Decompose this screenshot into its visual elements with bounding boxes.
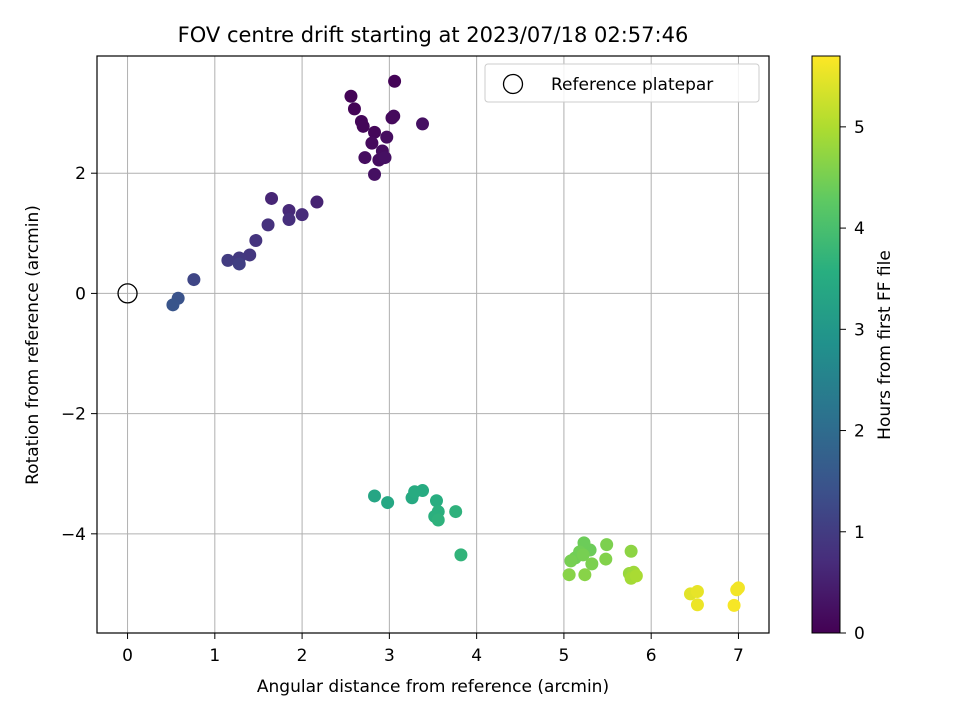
x-tick-label: 2 — [297, 646, 308, 666]
data-point — [310, 195, 324, 209]
data-point — [347, 102, 361, 116]
data-points — [166, 74, 745, 612]
data-point — [344, 89, 358, 103]
data-point — [578, 568, 592, 582]
data-point — [265, 191, 279, 205]
data-point — [368, 167, 382, 181]
reference-platepar-marker — [117, 283, 138, 304]
x-tick-label: 6 — [646, 646, 657, 666]
colorbar-label: Hours from first FF file — [875, 250, 895, 440]
data-point — [454, 548, 468, 562]
x-tick-label: 0 — [122, 646, 133, 666]
data-point — [624, 544, 638, 558]
data-point — [358, 151, 372, 165]
x-tick-label: 5 — [558, 646, 569, 666]
data-point — [562, 568, 576, 582]
y-axis-ticks: −4 −2 0 2 — [61, 164, 97, 545]
plot-frame — [96, 55, 770, 634]
data-point — [416, 484, 430, 498]
data-point — [368, 125, 382, 139]
x-tick-label: 3 — [384, 646, 395, 666]
data-point — [690, 598, 704, 612]
x-axis-label: Angular distance from reference (arcmin) — [257, 677, 609, 697]
data-point — [564, 554, 578, 568]
data-point — [727, 598, 741, 612]
data-point — [730, 583, 744, 597]
data-point — [232, 257, 246, 271]
colorbar-tick-label: 4 — [854, 219, 865, 239]
data-point — [378, 151, 392, 165]
x-tick-label: 7 — [733, 646, 744, 666]
data-point — [282, 212, 296, 226]
y-tick-label: 2 — [75, 164, 86, 184]
colorbar-tick-label: 2 — [854, 422, 865, 442]
y-tick-label: −2 — [61, 405, 86, 425]
data-point — [249, 234, 263, 248]
colorbar-tick-label: 3 — [854, 320, 865, 340]
data-point — [261, 218, 275, 232]
legend-marker-reference — [502, 73, 524, 95]
data-point — [380, 130, 394, 144]
colorbar-tick-label: 0 — [854, 624, 865, 644]
data-point — [576, 548, 590, 562]
data-point — [187, 273, 201, 287]
data-point — [431, 513, 445, 527]
data-point — [385, 111, 399, 125]
y-tick-label: 0 — [75, 284, 86, 304]
colorbar: 0 1 2 3 4 5 Hours from first FF file — [811, 55, 895, 644]
y-axis-label: Rotation from reference (arcmin) — [23, 205, 43, 485]
data-point — [166, 298, 180, 312]
data-point — [585, 557, 599, 571]
data-point — [221, 253, 235, 267]
legend-box — [484, 63, 760, 103]
data-point — [295, 208, 309, 222]
data-point — [365, 136, 379, 150]
data-point — [600, 538, 614, 552]
x-axis-ticks: 0 1 2 3 4 5 6 7 — [122, 633, 744, 666]
colorbar-tick-label: 5 — [854, 118, 865, 138]
y-tick-label: −4 — [61, 525, 86, 545]
x-tick-label: 4 — [471, 646, 482, 666]
data-point — [416, 117, 430, 131]
x-tick-label: 1 — [209, 646, 220, 666]
reference-marker-layer — [117, 283, 138, 304]
colorbar-tick-label: 1 — [854, 523, 865, 543]
legend: Reference platepar — [484, 63, 760, 103]
data-point — [356, 119, 370, 133]
grid-lines — [97, 56, 769, 633]
data-point — [449, 505, 463, 519]
data-point — [388, 74, 402, 88]
legend-label-reference: Reference platepar — [551, 75, 713, 95]
data-point — [381, 496, 395, 510]
data-point — [368, 489, 382, 503]
data-point — [429, 494, 443, 508]
chart-title: FOV centre drift starting at 2023/07/18 … — [178, 23, 689, 47]
data-point — [629, 569, 643, 583]
data-point — [599, 552, 613, 566]
data-point — [690, 585, 704, 599]
colorbar-ticks: 0 1 2 3 4 5 — [840, 118, 865, 644]
colorbar-gradient — [811, 55, 841, 634]
data-point — [282, 203, 296, 217]
data-point — [243, 248, 257, 262]
